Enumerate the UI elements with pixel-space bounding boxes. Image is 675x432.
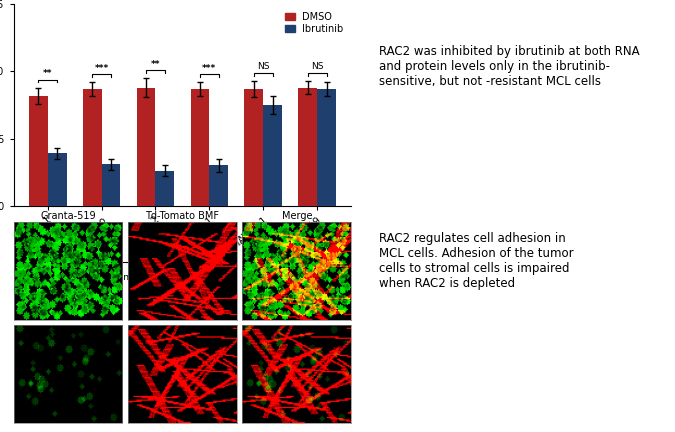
Title: Merge: Merge [281,211,312,221]
Text: **: ** [43,69,53,78]
Bar [102,164,120,206]
Bar [29,95,48,206]
Bar [298,88,317,206]
Bar [209,165,228,206]
Text: RAC2 was inhibited by ibrutinib at both RNA
and protein levels only in the ibrut: RAC2 was inhibited by ibrutinib at both … [379,44,640,88]
Bar [263,105,282,206]
Text: Sensitive/Intermediate: Sensitive/Intermediate [77,272,180,281]
Bar [136,88,155,206]
Bar [190,89,209,206]
Text: Resistant: Resistant [269,272,311,281]
Title: Td-Tomato BMF: Td-Tomato BMF [145,211,219,221]
Text: NS: NS [311,63,323,71]
Text: **: ** [151,60,160,69]
Bar [48,153,67,206]
Text: ***: *** [95,64,109,73]
Bar [83,89,102,206]
Text: NS: NS [257,63,269,71]
Legend: DMSO, Ibrutinib: DMSO, Ibrutinib [282,9,346,37]
Text: ***: *** [202,64,217,73]
Bar [244,89,263,206]
Bar [317,89,336,206]
Title: Granta-519: Granta-519 [40,211,96,221]
Bar [155,171,174,206]
Text: RAC2 regulates cell adhesion in
MCL cells. Adhesion of the tumor
cells to stroma: RAC2 regulates cell adhesion in MCL cell… [379,232,574,290]
